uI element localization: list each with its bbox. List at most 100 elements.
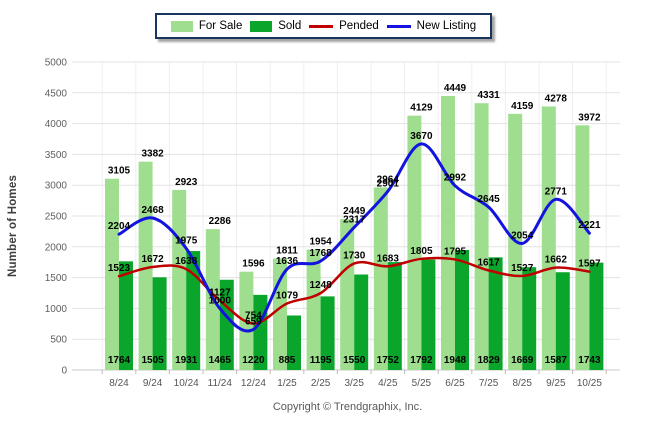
new-listing-value-label: 2992 bbox=[444, 173, 467, 184]
new-listing-value-label: 3670 bbox=[410, 131, 433, 142]
sold-value-label: 885 bbox=[279, 355, 296, 366]
bar-sold bbox=[455, 250, 469, 370]
bar-sold bbox=[522, 267, 537, 370]
x-tick-label: 10/24 bbox=[174, 378, 199, 389]
bar-sold bbox=[421, 259, 436, 370]
pended-line bbox=[117, 256, 591, 325]
new-listing-value-label: 1000 bbox=[209, 295, 232, 306]
legend-label-new-listing: New Listing bbox=[416, 20, 477, 32]
y-tick-label: 4000 bbox=[45, 119, 68, 130]
x-tick-label: 10/25 bbox=[577, 378, 602, 389]
bar-for-sale bbox=[373, 187, 388, 370]
bar-sold bbox=[186, 251, 201, 370]
x-tick-label: 12/24 bbox=[241, 378, 266, 389]
legend-item-new-listing: New Listing bbox=[386, 20, 477, 32]
x-tick-label: 9/24 bbox=[143, 378, 163, 389]
sold-value-label: 1550 bbox=[343, 355, 366, 366]
bar-for-sale bbox=[273, 258, 287, 370]
x-tick-label: 11/24 bbox=[208, 378, 233, 389]
new-listing-value-label: 659 bbox=[245, 316, 262, 327]
bar-for-sale bbox=[306, 249, 321, 370]
new-listing-value-label: 2317 bbox=[343, 214, 366, 225]
legend: For Sale Sold Pended New Listing bbox=[155, 13, 492, 39]
new-listing-value-label: 2901 bbox=[377, 178, 400, 189]
for-sale-value-label: 3382 bbox=[141, 149, 164, 160]
new-listing-value-label: 2221 bbox=[578, 220, 601, 231]
for-sale-value-label: 4449 bbox=[444, 83, 467, 94]
new-listing-value-label: 2204 bbox=[108, 221, 131, 232]
for-sale-value-label: 4278 bbox=[545, 93, 568, 104]
bar-for-sale bbox=[105, 178, 119, 370]
for-sale-value-label: 2923 bbox=[175, 177, 198, 188]
for-sale-value-label: 4129 bbox=[410, 103, 433, 114]
pended-line-swatch-icon bbox=[309, 24, 334, 28]
y-tick-label: 5000 bbox=[45, 58, 68, 69]
pended-value-label: 1527 bbox=[511, 263, 534, 274]
bar-sold bbox=[287, 315, 301, 370]
bar-for-sale bbox=[172, 189, 187, 370]
y-tick-label: 500 bbox=[50, 335, 67, 346]
bar-for-sale bbox=[541, 106, 556, 371]
sold-value-label: 1931 bbox=[175, 355, 198, 366]
x-tick-label: 4/25 bbox=[378, 378, 398, 389]
legend-item-pended: Pended bbox=[309, 20, 379, 32]
for-sale-value-label: 1954 bbox=[309, 237, 332, 248]
y-tick-label: 0 bbox=[61, 366, 67, 377]
sold-value-label: 1792 bbox=[410, 355, 433, 366]
sold-value-label: 1220 bbox=[242, 355, 265, 366]
sold-value-label: 1743 bbox=[578, 355, 601, 366]
pended-value-label: 1662 bbox=[545, 255, 568, 266]
for-sale-value-label: 4331 bbox=[477, 90, 500, 101]
y-tick-label: 4500 bbox=[45, 88, 68, 99]
sold-value-label: 1465 bbox=[209, 355, 232, 366]
for-sale-swatch-icon bbox=[170, 20, 193, 32]
pended-value-label: 1795 bbox=[444, 246, 467, 257]
bar-sold bbox=[555, 272, 570, 370]
new-listing-value-label: 1636 bbox=[276, 256, 299, 267]
bar-for-sale bbox=[407, 115, 422, 371]
bar-sold bbox=[589, 262, 604, 370]
pended-value-label: 1079 bbox=[276, 291, 299, 302]
y-tick-label: 1000 bbox=[45, 304, 68, 315]
y-tick-label: 2500 bbox=[45, 212, 68, 223]
bar-for-sale bbox=[340, 219, 355, 370]
y-tick-label: 3500 bbox=[45, 150, 68, 161]
x-tick-label: 6/25 bbox=[445, 378, 465, 389]
y-tick-label: 2000 bbox=[45, 242, 68, 253]
pended-value-label: 1523 bbox=[108, 263, 131, 274]
x-tick-label: 1/25 bbox=[277, 378, 297, 389]
sold-value-label: 1829 bbox=[477, 355, 500, 366]
for-sale-value-label: 3972 bbox=[578, 112, 601, 123]
pended-value-label: 1683 bbox=[377, 253, 400, 264]
sold-swatch-icon bbox=[250, 20, 273, 32]
legend-item-for-sale: For Sale bbox=[170, 20, 243, 32]
sold-value-label: 1587 bbox=[545, 355, 568, 366]
x-tick-label: 5/25 bbox=[412, 378, 432, 389]
new-listing-value-label: 1975 bbox=[175, 235, 198, 246]
y-tick-label: 3000 bbox=[45, 181, 68, 192]
bar-for-sale bbox=[441, 95, 455, 371]
new-listing-line bbox=[117, 142, 591, 333]
x-tick-label: 7/25 bbox=[479, 378, 499, 389]
x-tick-label: 3/25 bbox=[344, 378, 364, 389]
pended-value-label: 754 bbox=[245, 311, 262, 322]
new-listing-value-label: 2054 bbox=[511, 230, 534, 241]
new-listing-value-label: 2771 bbox=[545, 186, 568, 197]
pended-value-label: 1127 bbox=[209, 288, 231, 299]
pended-value-label: 1248 bbox=[309, 280, 332, 291]
sold-value-label: 1195 bbox=[310, 355, 332, 366]
legend-label-pended: Pended bbox=[339, 20, 379, 32]
y-tick-label: 1500 bbox=[45, 273, 68, 284]
sold-value-label: 1764 bbox=[108, 355, 131, 366]
legend-label-for-sale: For Sale bbox=[198, 20, 243, 32]
sold-value-label: 1669 bbox=[511, 355, 534, 366]
legend-item-sold: Sold bbox=[250, 20, 301, 32]
y-axis-title: Number of Homes bbox=[7, 174, 19, 277]
bar-sold bbox=[152, 277, 167, 370]
pended-value-label: 1617 bbox=[477, 257, 500, 268]
for-sale-value-label: 1596 bbox=[242, 259, 265, 270]
pended-value-label: 1730 bbox=[343, 250, 366, 261]
bar-sold bbox=[354, 274, 369, 370]
sold-value-label: 1948 bbox=[444, 355, 467, 366]
